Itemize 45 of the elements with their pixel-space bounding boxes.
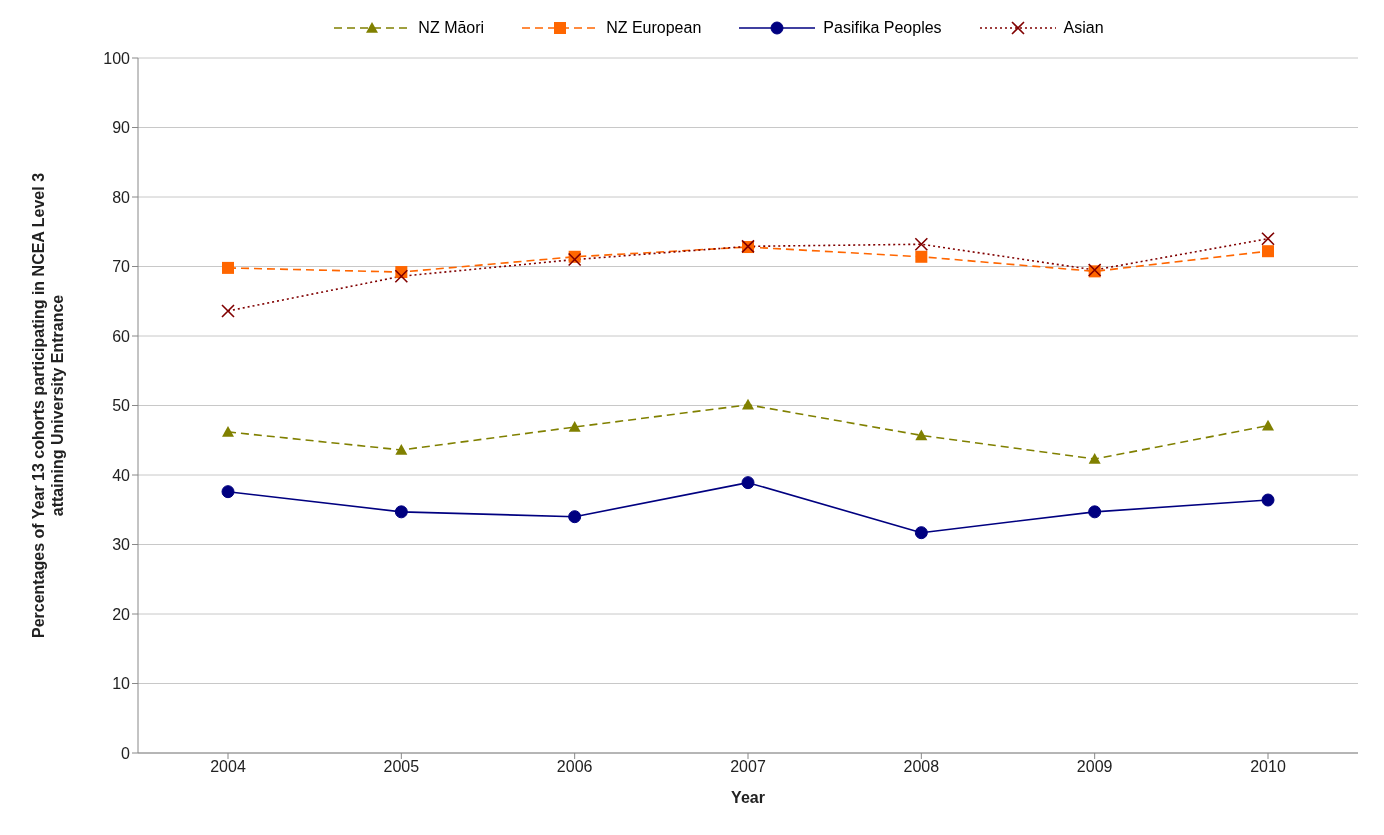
x-tick-label: 2008 xyxy=(903,758,940,776)
y-tick-label: 20 xyxy=(112,605,131,623)
y-tick-label: 10 xyxy=(112,675,131,693)
x-tick-label: 2007 xyxy=(730,758,766,776)
point xyxy=(567,252,582,267)
point xyxy=(915,429,928,441)
x-tick-label: 2010 xyxy=(1250,758,1286,776)
point xyxy=(221,304,235,318)
y-tick-label: 40 xyxy=(112,466,131,484)
y-tick-label: 100 xyxy=(103,49,131,67)
y-tick-label: 0 xyxy=(121,744,131,762)
y-tick-label: 70 xyxy=(112,258,131,276)
x-tick-label: 2004 xyxy=(210,758,246,776)
point xyxy=(1261,231,1275,246)
point xyxy=(914,526,928,540)
legend-label: NZ European xyxy=(606,19,702,37)
point xyxy=(568,510,582,524)
y-tick-label: 30 xyxy=(112,536,131,554)
x-tick-label: 2009 xyxy=(1076,758,1113,776)
point xyxy=(1088,453,1101,464)
point xyxy=(1261,493,1275,507)
point xyxy=(222,261,234,274)
x-tick-label: 2006 xyxy=(556,758,593,776)
legend-label: Pasifika Peoples xyxy=(823,19,942,37)
point xyxy=(915,250,928,263)
point xyxy=(914,237,929,252)
y-axis-title: Percentages of Year 13 cohorts participating in NCEA Level 3 attaining University Entrance xyxy=(30,172,66,639)
point xyxy=(1262,245,1274,258)
point xyxy=(1088,505,1102,519)
point xyxy=(394,269,409,284)
point xyxy=(221,485,235,499)
point xyxy=(742,398,754,410)
y-tick-label: 60 xyxy=(112,327,131,345)
point xyxy=(394,505,408,519)
point xyxy=(395,443,408,455)
x-axis-title: Year xyxy=(731,789,765,806)
point xyxy=(741,476,755,490)
point xyxy=(568,421,581,432)
y-tick-label: 50 xyxy=(112,397,131,415)
legend-label: NZ Māori xyxy=(418,19,485,37)
x-tick-label: 2005 xyxy=(383,758,420,776)
point xyxy=(222,425,234,437)
y-tick-label: 80 xyxy=(112,188,131,206)
legend-label: Asian xyxy=(1063,19,1104,37)
y-tick-label: 90 xyxy=(112,119,131,137)
